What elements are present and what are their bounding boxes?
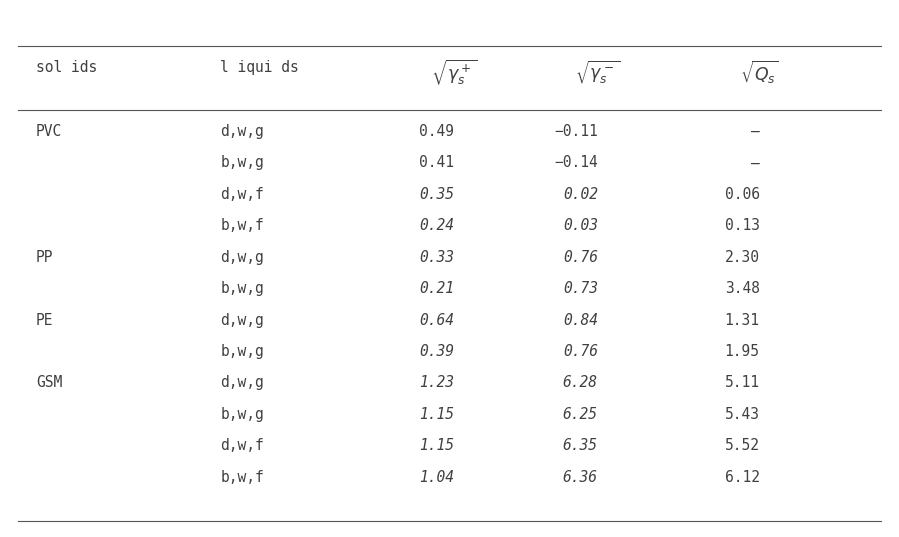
Text: PE: PE (36, 313, 53, 328)
Text: 1.15: 1.15 (419, 407, 454, 422)
Text: 5.52: 5.52 (725, 438, 760, 453)
Text: 6.12: 6.12 (725, 470, 760, 484)
Text: 5.43: 5.43 (725, 407, 760, 422)
Text: 0.03: 0.03 (563, 219, 598, 233)
Text: 0.24: 0.24 (419, 219, 454, 233)
Text: $\sqrt{\gamma_s^-}$: $\sqrt{\gamma_s^-}$ (575, 59, 620, 86)
Text: 6.25: 6.25 (563, 407, 598, 422)
Text: d,w,g: d,w,g (220, 375, 264, 390)
Text: 0.64: 0.64 (419, 313, 454, 328)
Text: 3.48: 3.48 (725, 281, 760, 296)
Text: –: – (751, 124, 760, 139)
Text: 0.76: 0.76 (563, 250, 598, 265)
Text: 1.95: 1.95 (725, 344, 760, 359)
Text: 6.28: 6.28 (563, 375, 598, 390)
Text: 0.76: 0.76 (563, 344, 598, 359)
Text: PP: PP (36, 250, 53, 265)
Text: 0.41: 0.41 (419, 156, 454, 170)
Text: 1.31: 1.31 (725, 313, 760, 328)
Text: 6.35: 6.35 (563, 438, 598, 453)
Text: b,w,f: b,w,f (220, 219, 264, 233)
Text: b,w,g: b,w,g (220, 344, 264, 359)
Text: b,w,g: b,w,g (220, 281, 264, 296)
Text: –: – (751, 156, 760, 170)
Text: 0.06: 0.06 (725, 187, 760, 202)
Text: −0.14: −0.14 (554, 156, 598, 170)
Text: 0.33: 0.33 (419, 250, 454, 265)
Text: 0.49: 0.49 (419, 124, 454, 139)
Text: 0.84: 0.84 (563, 313, 598, 328)
Text: b,w,g: b,w,g (220, 407, 264, 422)
Text: 0.02: 0.02 (563, 187, 598, 202)
Text: b,w,f: b,w,f (220, 470, 264, 484)
Text: PVC: PVC (36, 124, 62, 139)
Text: b,w,g: b,w,g (220, 156, 264, 170)
Text: d,w,g: d,w,g (220, 124, 264, 139)
Text: $\sqrt{\gamma_s^+}$: $\sqrt{\gamma_s^+}$ (431, 57, 477, 88)
Text: 0.13: 0.13 (725, 219, 760, 233)
Text: sol ids: sol ids (36, 60, 97, 75)
Text: 0.35: 0.35 (419, 187, 454, 202)
Text: 1.15: 1.15 (419, 438, 454, 453)
Text: 1.04: 1.04 (419, 470, 454, 484)
Text: d,w,f: d,w,f (220, 438, 264, 453)
Text: $\sqrt{Q_s}$: $\sqrt{Q_s}$ (740, 59, 779, 86)
Text: d,w,f: d,w,f (220, 187, 264, 202)
Text: 5.11: 5.11 (725, 375, 760, 390)
Text: 6.36: 6.36 (563, 470, 598, 484)
Text: 1.23: 1.23 (419, 375, 454, 390)
Text: d,w,g: d,w,g (220, 250, 264, 265)
Text: d,w,g: d,w,g (220, 313, 264, 328)
Text: 0.73: 0.73 (563, 281, 598, 296)
Text: 0.39: 0.39 (419, 344, 454, 359)
Text: −0.11: −0.11 (554, 124, 598, 139)
Text: l iqui ds: l iqui ds (220, 60, 299, 75)
Text: 0.21: 0.21 (419, 281, 454, 296)
Text: GSM: GSM (36, 375, 62, 390)
Text: 2.30: 2.30 (725, 250, 760, 265)
